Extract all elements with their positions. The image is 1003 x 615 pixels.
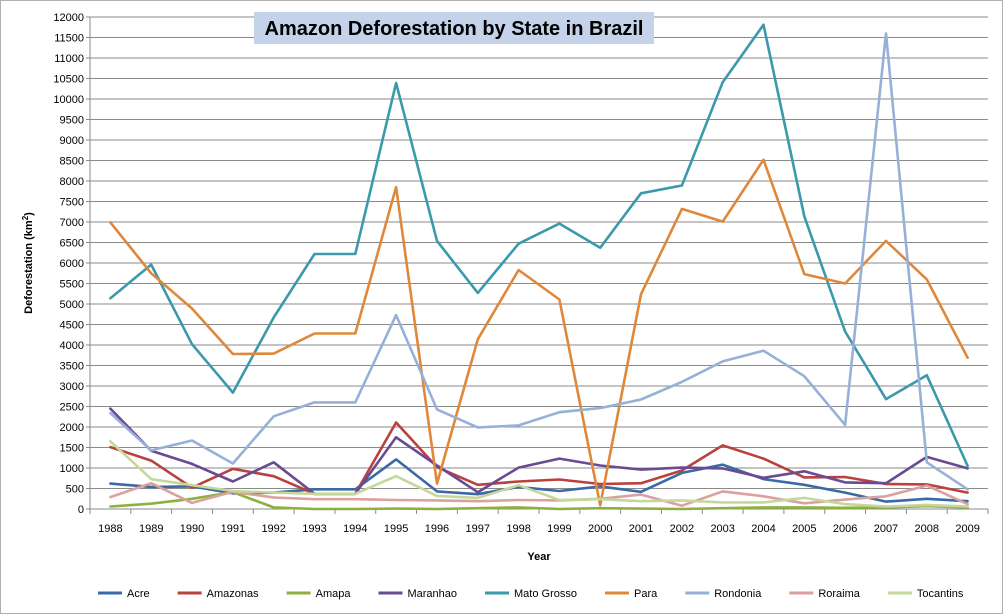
legend-label-amapa: Amapa: [316, 588, 352, 600]
x-tick-label: 1997: [466, 523, 490, 535]
chart-title-background: [254, 12, 654, 44]
legend-label-roraima: Roraima: [818, 588, 860, 600]
x-tick-label: 2008: [915, 523, 939, 535]
series-line-mato-grosso: [109, 23, 969, 468]
y-tick-label: 2500: [60, 402, 84, 414]
x-tick-label: 2001: [629, 523, 653, 535]
y-axis-title-main: Deforestation (km: [23, 220, 35, 314]
x-tick-label: 2002: [670, 523, 694, 535]
y-axis-title-close: ): [23, 212, 35, 216]
series-line-tocantins: [109, 440, 969, 508]
legend-label-para: Para: [634, 588, 658, 600]
y-tick-label: 3000: [60, 381, 84, 393]
x-tick-label: 2007: [874, 523, 898, 535]
y-tick-label: 7000: [60, 217, 84, 229]
y-tick-label: 1000: [60, 463, 84, 475]
legend-label-amazonas: Amazonas: [207, 588, 259, 600]
legend: Acre Amazonas Amapa Maranhao Mato Grosso Para…: [98, 588, 964, 600]
y-tick-label: 11000: [54, 53, 84, 65]
x-tick-label: 1993: [302, 523, 326, 535]
x-tick-label: 1998: [506, 523, 530, 535]
y-tick-label: 3500: [60, 361, 84, 373]
x-tick-label: 2004: [751, 523, 775, 535]
x-tick-label: 1995: [384, 523, 408, 535]
y-tick-label: 12000: [53, 12, 84, 24]
y-axis-ticks: 0 500 1000 1500 2000 2500 3000 3500 4000 4500 5000…: [53, 12, 90, 516]
y-tick-label: 6500: [60, 238, 84, 250]
y-tick-label: 10000: [53, 94, 84, 106]
y-tick-label: 5000: [60, 299, 84, 311]
legend-label-acre: Acre: [127, 588, 150, 600]
series-line-amapa: [109, 490, 969, 511]
y-tick-label: 1500: [60, 443, 84, 455]
y-tick-label: 7500: [60, 197, 84, 209]
x-tick-label: 2006: [833, 523, 857, 535]
series-line-para: [109, 158, 969, 507]
y-tick-label: 9000: [60, 135, 84, 147]
y-tick-label: 8500: [60, 156, 84, 168]
y-tick-label: 5500: [60, 279, 84, 291]
chart-title: Amazon Deforestation by State in Brazil: [265, 18, 644, 40]
y-axis-title-superscript: 2: [21, 215, 30, 220]
legend-label-rondonia: Rondonia: [714, 588, 762, 600]
y-tick-label: 10500: [53, 74, 84, 86]
y-axis-title: Deforestation (km2): [21, 212, 35, 314]
y-tick-label: 9500: [60, 115, 84, 127]
y-tick-label: 4000: [60, 340, 84, 352]
y-tick-label: 6000: [60, 258, 84, 270]
legend-label-maranhao: Maranhao: [407, 588, 457, 600]
x-axis-title: Year: [527, 551, 551, 563]
x-tick-label: 2005: [792, 523, 816, 535]
x-axis-ticks: 1988 1989 1990 1991 1992 1993 1994 1995 1996 1997…: [89, 509, 989, 535]
gridlines: [90, 16, 988, 510]
legend-label-mato-grosso: Mato Grosso: [514, 588, 577, 600]
x-tick-label: 1994: [343, 523, 367, 535]
x-tick-label: 1991: [221, 523, 245, 535]
legend-label-tocantins: Tocantins: [917, 588, 964, 600]
y-tick-label: 8000: [60, 176, 84, 188]
x-tick-label: 2000: [588, 523, 612, 535]
x-tick-label: 1999: [547, 523, 571, 535]
x-tick-label: 1996: [425, 523, 449, 535]
x-tick-label: 1988: [98, 523, 122, 535]
x-tick-label: 2003: [710, 523, 734, 535]
y-tick-label: 4500: [60, 320, 84, 332]
y-tick-label: 2000: [60, 422, 84, 434]
x-tick-label: 1990: [180, 523, 204, 535]
y-tick-label: 11500: [54, 33, 84, 45]
x-tick-label: 1989: [139, 523, 163, 535]
y-tick-label: 0: [78, 504, 84, 516]
series-line-rondonia: [109, 32, 969, 491]
x-tick-label: 2009: [955, 523, 979, 535]
series-lines: [109, 23, 969, 511]
x-tick-label: 1992: [261, 523, 285, 535]
y-tick-label: 500: [66, 484, 84, 496]
series-line-maranhao: [109, 407, 969, 496]
